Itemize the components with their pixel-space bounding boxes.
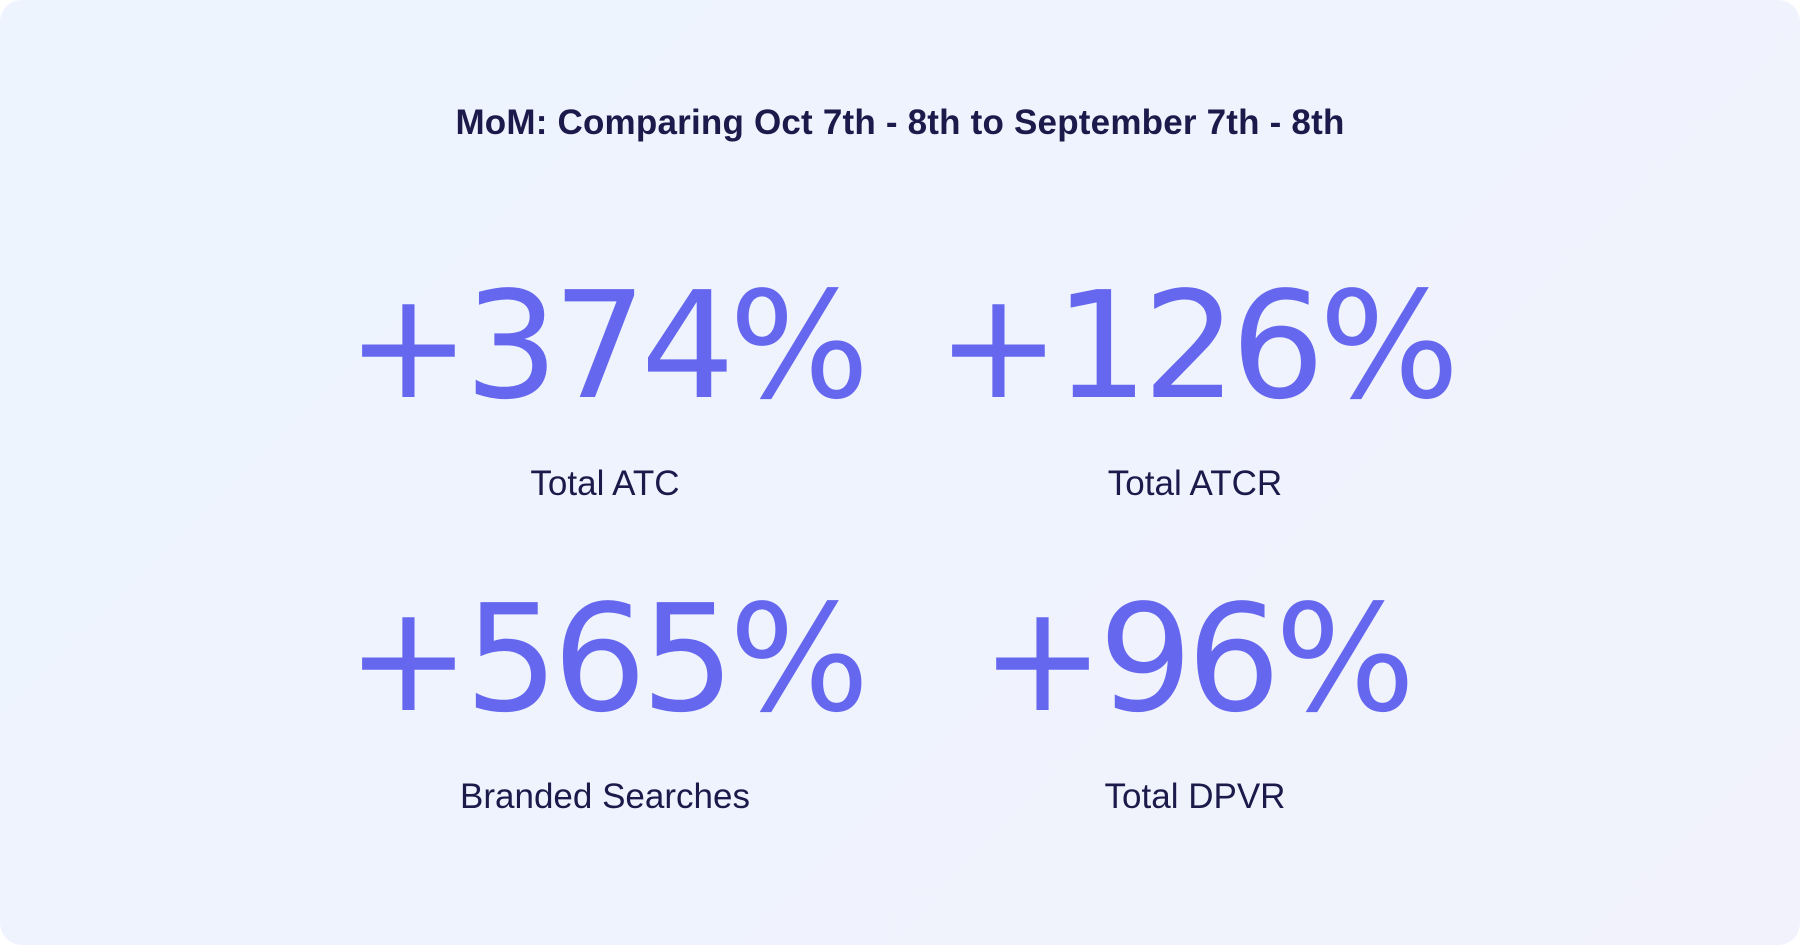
metric-branded-searches: +565% Branded Searches	[285, 585, 925, 817]
metric-total-atcr: +126% Total ATCR	[875, 272, 1515, 504]
metric-label: Total ATC	[530, 464, 680, 503]
page-title: MoM: Comparing Oct 7th - 8th to Septembe…	[455, 103, 1345, 142]
metric-total-atc: +374% Total ATC	[285, 272, 925, 504]
metric-label: Total ATCR	[1107, 464, 1283, 503]
metric-value: +126%	[936, 260, 1459, 432]
metric-value: +374%	[346, 260, 869, 432]
metric-total-dpvr: +96% Total DPVR	[875, 585, 1515, 817]
metric-label: Branded Searches	[460, 777, 750, 816]
metric-value: +565%	[346, 573, 869, 745]
metric-value: +96%	[980, 573, 1416, 745]
metric-label: Total DPVR	[1104, 777, 1286, 816]
